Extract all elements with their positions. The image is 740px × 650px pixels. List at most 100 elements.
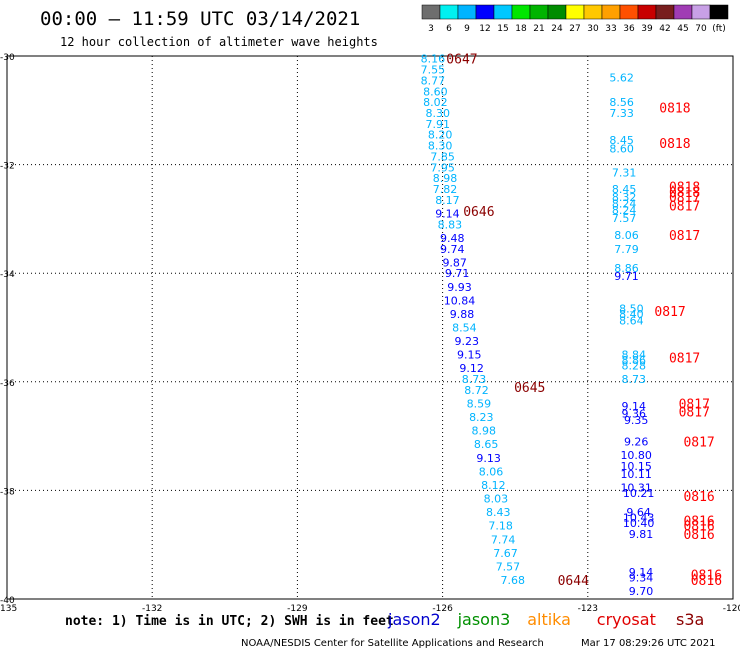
colorbar-swatch [583, 4, 603, 20]
pass-time-label: 0817 [669, 199, 700, 214]
wave-height-point: 9.71 [445, 267, 470, 280]
pass-time-label: 0816 [683, 520, 714, 535]
colorbar-tick-label: 27 [569, 24, 580, 34]
colorbar-swatch [421, 4, 441, 20]
wave-height-point: 9.23 [455, 335, 480, 348]
colorbar-swatch [493, 4, 513, 20]
wave-height-point: 8.32 [612, 191, 637, 204]
colorbar-tick-label: 18 [515, 24, 527, 34]
wave-height-point: 8.72 [464, 384, 489, 397]
colorbar-tick-label: 45 [677, 24, 688, 34]
colorbar-swatch [475, 4, 495, 20]
colorbar-tick-label: (ft) [712, 24, 726, 34]
wave-height-point: 9.71 [614, 270, 639, 283]
colorbar-swatch [529, 4, 549, 20]
wave-height-point: 7.79 [614, 243, 639, 256]
wave-height-point: 8.17 [435, 194, 460, 207]
wave-height-point: 7.95 [430, 161, 455, 174]
wave-height-point: 9.88 [450, 308, 475, 321]
wave-height-point: 8.98 [471, 425, 496, 438]
wave-height-point: 7.57 [612, 212, 637, 225]
wave-height-point: 9.87 [442, 256, 467, 269]
wave-height-point: 8.40 [619, 308, 644, 321]
colorbar-swatch [547, 4, 567, 20]
x-tick-label: -135 [0, 604, 17, 614]
wave-height-point: 9.48 [440, 232, 465, 245]
colorbar-legend: 3 6 9 12 15 18 21 24 27 30 33 36 39 42 45 70 (ft) [421, 4, 729, 34]
colorbar-tick-label: 12 [479, 24, 490, 34]
wave-height-point: 7.31 [612, 167, 637, 180]
grid-lines [7, 56, 733, 599]
wave-height-point: 8.56 [609, 96, 634, 109]
legend-item-s3a: s3a [676, 610, 704, 629]
pass-time-label: 0817 [669, 229, 700, 244]
colorbar-tick-label: 70 [695, 24, 707, 34]
wave-height-point: 9.70 [629, 585, 654, 598]
wave-height-point: 8.98 [433, 172, 458, 185]
wave-height-point: 7.68 [501, 574, 526, 587]
colorbar-tick-label: 3 [428, 24, 434, 34]
colorbar-swatch [511, 4, 531, 20]
y-tick-label: -36 [0, 379, 15, 389]
colorbar-tick-label: 9 [464, 24, 470, 34]
colorbar-swatch [655, 4, 675, 20]
wave-height-point: 8.86 [622, 354, 647, 367]
chart-title: 00:00 — 11:59 UTC 03/14/2021 [40, 8, 360, 30]
colorbar-swatch [691, 4, 711, 20]
wave-height-point: 8.45 [612, 183, 637, 196]
footer-credit: NOAA/NESDIS Center for Satellite Applica… [241, 638, 544, 649]
pass-time-label: 0645 [514, 381, 545, 396]
x-tick-label: -132 [142, 604, 162, 614]
colorbar-swatch [637, 4, 657, 20]
wave-height-point: 10.11 [620, 468, 652, 481]
wave-height-point: 10.21 [623, 487, 655, 500]
wave-height-point: 8.77 [421, 74, 446, 87]
colorbar-tick-label: 24 [551, 24, 563, 34]
wave-height-point: 9.74 [440, 243, 465, 256]
y-tick-label: -34 [0, 270, 15, 280]
wave-height-point: 8.43 [486, 506, 511, 519]
wave-height-point: 9.13 [476, 452, 501, 465]
pass-time-label: 0647 [446, 53, 477, 68]
y-tick-label: -40 [0, 596, 15, 606]
wave-height-point: 8.30 [426, 107, 451, 120]
footer-note: note: 1) Time is in UTC; 2) SWH is in fe… [65, 614, 394, 629]
wave-height-point: 8.60 [423, 85, 448, 98]
pass-time-label: 0817 [669, 191, 700, 206]
x-tick-label: -120 [723, 604, 740, 614]
wave-height-point: 7.33 [609, 107, 634, 120]
wave-height-point: 8.03 [484, 493, 509, 506]
y-tick-label: -30 [0, 53, 15, 63]
pass-time-label: 0816 [683, 514, 714, 529]
wave-height-point: 8.84 [622, 349, 647, 362]
wave-height-point: 8.65 [474, 438, 499, 451]
wave-height-point: 9.93 [447, 281, 472, 294]
wave-height-point: 9.81 [629, 528, 654, 541]
wave-height-point: 8.45 [609, 134, 634, 147]
wave-height-point: 8.20 [428, 129, 453, 142]
colorbar-tick-label: 36 [623, 24, 635, 34]
chart-subtitle: 12 hour collection of altimeter wave hei… [60, 35, 378, 49]
wave-height-point: 10.43 [623, 512, 655, 525]
wave-height-point: 7.82 [433, 183, 458, 196]
footer-timestamp: Mar 17 08:29:26 UTC 2021 [581, 638, 716, 649]
wave-height-point: 7.55 [421, 64, 446, 77]
colorbar-tick-label: 6 [446, 24, 452, 34]
wave-height-point: 10.40 [623, 517, 655, 530]
wave-height-point: 8.23 [469, 411, 494, 424]
x-tick-label: -123 [578, 604, 598, 614]
axis-ticks: -135 -132 -129 -126 -123 -120 -30 -32 -34 -36 -38 -… [0, 53, 740, 614]
wave-height-point: 7.85 [430, 150, 455, 163]
colorbar-swatch [709, 4, 729, 20]
wave-height-point: 9.26 [624, 436, 649, 449]
legend-item-altika: altika [527, 610, 571, 629]
pass-time-label: 0646 [463, 205, 494, 220]
wave-height-point: 8.50 [619, 302, 644, 315]
wave-height-point: 8.12 [481, 479, 506, 492]
pass-time-label: 0818 [659, 102, 690, 117]
wave-height-point: 8.64 [619, 314, 644, 327]
colorbar-tick-label: 15 [497, 24, 508, 34]
wave-height-point: 8.83 [438, 218, 463, 231]
wave-height-point: 10.31 [620, 482, 652, 495]
wave-height-point: 8.06 [479, 465, 504, 478]
